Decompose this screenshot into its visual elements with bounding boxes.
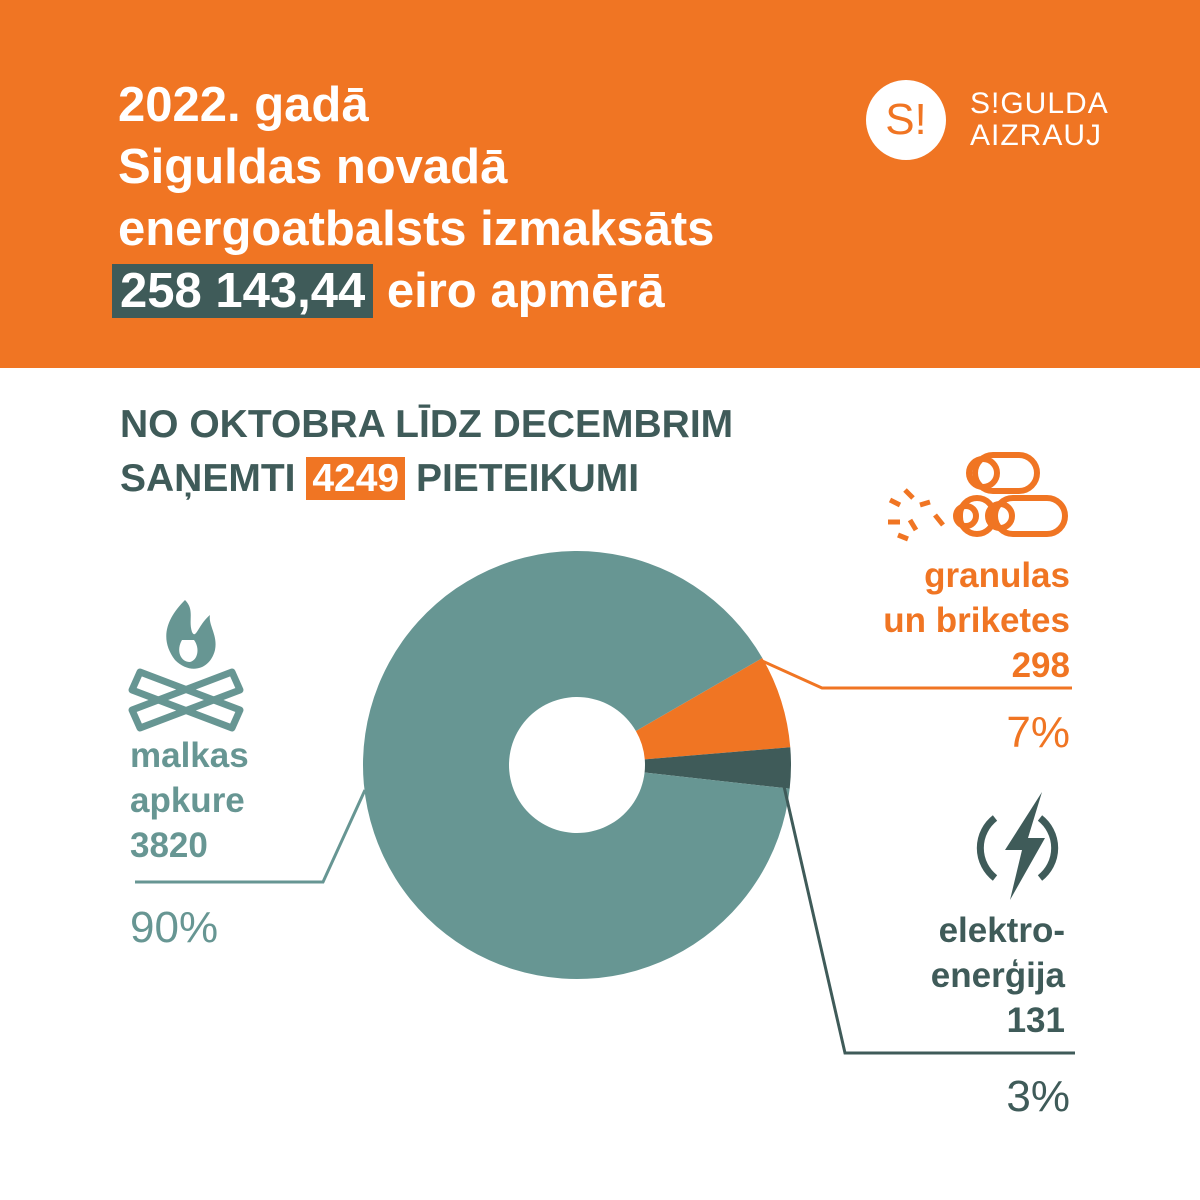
title-line: 2022. gadā	[118, 78, 369, 132]
sigulda-logo: S! S!GULDA AIZRAUJ	[866, 80, 1109, 160]
leader-line-malkas	[135, 789, 367, 884]
amount-highlight: 258 143,44	[112, 264, 374, 318]
slice-granulas	[635, 658, 791, 760]
subtitle-text: SAŅEMTI	[120, 457, 307, 500]
slice-elektro	[644, 747, 791, 789]
title-line: Siguldas novadā	[118, 140, 508, 194]
slice-percent: 3%	[1006, 1072, 1070, 1121]
slice-value: 298	[1011, 646, 1070, 685]
slice-label: un briketes	[883, 601, 1070, 640]
slice-label: malkas	[130, 736, 249, 775]
slice-label: elektro-	[938, 911, 1065, 950]
main-title: 2022. gadā Siguldas novadā energoatbalst…	[112, 74, 715, 322]
slice-label: enerģija	[930, 956, 1065, 995]
subtitle-text: PIETEIKUMI	[405, 457, 640, 500]
logo-text: AIZRAUJ	[970, 119, 1103, 152]
label-elektro: elektro- enerģija 131	[860, 908, 1065, 1043]
subtitle: NO OKTOBRA LĪDZ DECEMBRIM SAŅEMTI 4249 P…	[120, 398, 733, 506]
lightning-icon	[976, 792, 1059, 900]
title-line: energoatbalsts izmaksāts	[118, 202, 715, 256]
logo-text: S!GULDA	[970, 87, 1109, 120]
slice-label: apkure	[130, 781, 245, 820]
label-granulas: granulas un briketes 298	[860, 553, 1070, 688]
slice-percent: 7%	[1006, 708, 1070, 757]
campfire-icon	[128, 600, 244, 732]
leader-line-elektro	[781, 781, 1075, 1055]
slice-malkas	[363, 551, 790, 979]
slice-label: granulas	[924, 556, 1070, 595]
subtitle-line: NO OKTOBRA LĪDZ DECEMBRIM	[120, 403, 734, 446]
slice-value: 131	[1006, 1001, 1065, 1040]
count-highlight: 4249	[306, 457, 406, 500]
logs-pellets-icon	[888, 452, 1068, 542]
label-malkas: malkas apkure 3820	[130, 733, 249, 868]
slice-value: 3820	[130, 826, 208, 865]
logo-mark: S!	[866, 80, 946, 160]
slice-percent: 90%	[130, 903, 219, 952]
leader-line-granulas	[759, 658, 1072, 690]
title-line: eiro apmērā	[373, 264, 665, 318]
header-banner: 2022. gadā Siguldas novadā energoatbalst…	[0, 0, 1200, 368]
